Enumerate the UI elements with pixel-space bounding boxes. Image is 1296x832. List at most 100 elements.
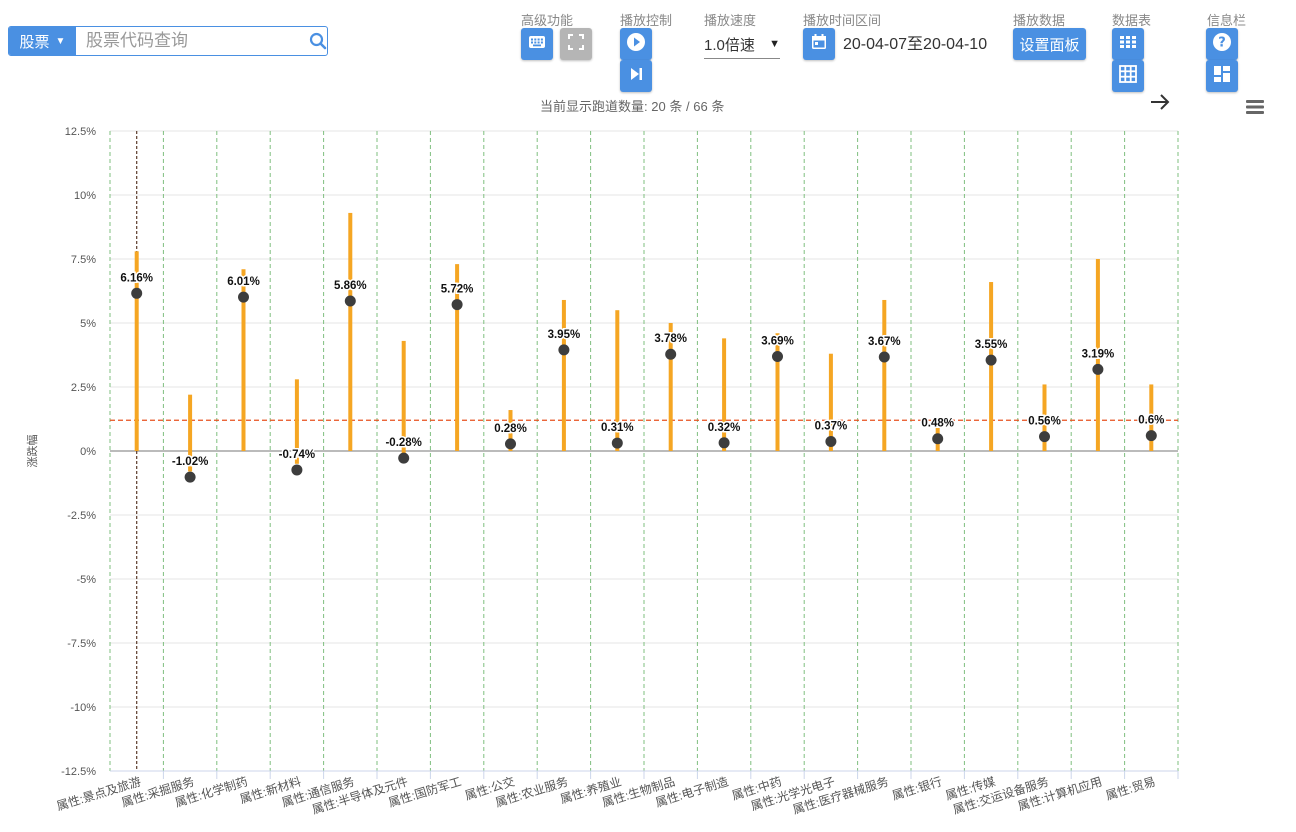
y-tick-label: 7.5% bbox=[71, 254, 96, 266]
y-tick-label: -10% bbox=[70, 702, 96, 714]
play-data-label: 播放数据 bbox=[1013, 13, 1066, 28]
data-point[interactable] bbox=[398, 452, 410, 464]
range-bars bbox=[134, 212, 1154, 472]
data-points bbox=[131, 287, 1157, 483]
data-label: 5.86% bbox=[334, 280, 367, 292]
range-bar bbox=[134, 251, 139, 451]
data-label: -0.28% bbox=[385, 437, 421, 449]
data-label: 0.28% bbox=[494, 423, 527, 435]
data-label: 3.19% bbox=[1082, 348, 1115, 360]
playback-control-label: 播放控制 bbox=[620, 13, 673, 28]
y-tick-label: 5% bbox=[80, 318, 96, 330]
data-label: 0.56% bbox=[1028, 416, 1061, 428]
data-label: 0.48% bbox=[921, 418, 954, 430]
range-bar bbox=[828, 353, 833, 451]
data-table-large-button[interactable] bbox=[1112, 60, 1144, 92]
data-label: 3.55% bbox=[975, 339, 1008, 351]
data-label: 3.78% bbox=[654, 333, 687, 345]
data-point[interactable] bbox=[1092, 363, 1104, 375]
lane-count-total: 66 bbox=[693, 99, 708, 114]
range-bar bbox=[188, 394, 193, 472]
data-point[interactable] bbox=[238, 291, 249, 303]
y-tick-label: -12.5% bbox=[61, 766, 96, 778]
grid-large-icon bbox=[1118, 64, 1138, 89]
x-tick-label: 属性:银行 bbox=[890, 774, 943, 802]
speed-value: 1.0倍速 bbox=[704, 36, 755, 54]
arrow-right-icon[interactable] bbox=[1148, 90, 1172, 114]
y-tick-label: 10% bbox=[74, 190, 96, 202]
y-tick-label: 0% bbox=[80, 446, 96, 458]
range-bar bbox=[775, 333, 780, 451]
y-tick-label: -7.5% bbox=[67, 638, 96, 650]
help-button[interactable]: ? bbox=[1206, 28, 1238, 60]
lane-count-status: 当前显示跑道数量: 20 条 / 66 条 bbox=[540, 96, 724, 115]
range-bar bbox=[615, 310, 620, 451]
fullscreen-icon bbox=[567, 33, 585, 56]
calendar-button[interactable] bbox=[803, 28, 835, 60]
stock-type-dropdown[interactable]: 股票 ▼ bbox=[9, 27, 76, 55]
x-axis-ticks: 属性:景点及旅游属性:采掘服务属性:化学制药属性:新材料属性:通信服务属性:半导… bbox=[55, 771, 1179, 817]
data-point[interactable] bbox=[665, 348, 677, 360]
range-bar bbox=[401, 340, 406, 457]
data-point[interactable] bbox=[291, 464, 303, 476]
data-point[interactable] bbox=[344, 295, 356, 307]
data-label: 6.01% bbox=[227, 276, 260, 288]
data-point[interactable] bbox=[558, 344, 570, 356]
y-tick-label: -2.5% bbox=[67, 510, 96, 522]
time-range-label: 播放时间区间 bbox=[803, 13, 882, 28]
range-bar bbox=[294, 379, 299, 464]
data-point[interactable] bbox=[772, 351, 783, 363]
range-bar bbox=[241, 269, 246, 451]
play-icon bbox=[626, 32, 646, 57]
play-button[interactable] bbox=[620, 28, 652, 60]
dashboard-icon bbox=[1213, 65, 1231, 88]
y-tick-label: 12.5% bbox=[65, 126, 96, 138]
data-table-small-button[interactable] bbox=[1112, 28, 1144, 60]
skip-next-icon bbox=[627, 65, 645, 88]
grid-layer bbox=[109, 130, 1179, 772]
lane-count-shown: 20 bbox=[651, 99, 666, 114]
set-panel-button[interactable]: 设置面板 bbox=[1013, 28, 1086, 60]
data-point[interactable] bbox=[825, 436, 837, 448]
data-point[interactable] bbox=[718, 437, 730, 449]
data-point[interactable] bbox=[611, 437, 623, 449]
search-icon[interactable] bbox=[309, 27, 327, 55]
data-point[interactable] bbox=[878, 351, 890, 363]
data-label: 0.37% bbox=[815, 421, 848, 433]
data-point[interactable] bbox=[184, 471, 196, 483]
lane-count-unit-2: 条 bbox=[711, 99, 725, 114]
y-tick-label: 2.5% bbox=[71, 382, 96, 394]
lane-count-separator: / bbox=[685, 99, 690, 114]
data-point[interactable] bbox=[505, 438, 516, 450]
help-icon: ? bbox=[1212, 32, 1232, 57]
range-bar bbox=[722, 338, 727, 451]
fullscreen-button[interactable] bbox=[560, 28, 592, 60]
range-bar bbox=[989, 282, 994, 451]
step-forward-button[interactable] bbox=[620, 60, 652, 92]
keyboard-icon bbox=[528, 35, 546, 54]
data-point[interactable] bbox=[1039, 431, 1050, 443]
grid-small-icon bbox=[1119, 33, 1137, 56]
data-label: 3.69% bbox=[761, 336, 794, 348]
time-range-value[interactable]: 20-04-07至20-04-10 bbox=[843, 36, 988, 53]
dashboard-button[interactable] bbox=[1206, 60, 1238, 92]
lane-count-prefix: 当前显示跑道数量: bbox=[540, 99, 648, 114]
range-bar bbox=[561, 299, 566, 451]
data-point[interactable] bbox=[451, 299, 463, 311]
range-bar bbox=[455, 264, 460, 451]
menu-icon[interactable] bbox=[1244, 96, 1266, 118]
data-point[interactable] bbox=[985, 354, 997, 366]
data-table-label: 数据表 bbox=[1112, 13, 1152, 28]
keyboard-button[interactable] bbox=[521, 28, 553, 60]
playback-speed-label: 播放速度 bbox=[704, 13, 757, 28]
data-label: 5.72% bbox=[441, 284, 474, 296]
data-point[interactable] bbox=[932, 433, 944, 445]
data-point[interactable] bbox=[1145, 430, 1157, 442]
lane-count-unit: 条 bbox=[669, 99, 683, 114]
speed-select[interactable]: 1.0倍速 ▼ bbox=[704, 30, 780, 59]
data-label: 0.31% bbox=[601, 422, 634, 434]
data-point[interactable] bbox=[131, 287, 143, 299]
range-bar bbox=[668, 323, 673, 451]
stock-code-search-input[interactable] bbox=[76, 27, 309, 55]
